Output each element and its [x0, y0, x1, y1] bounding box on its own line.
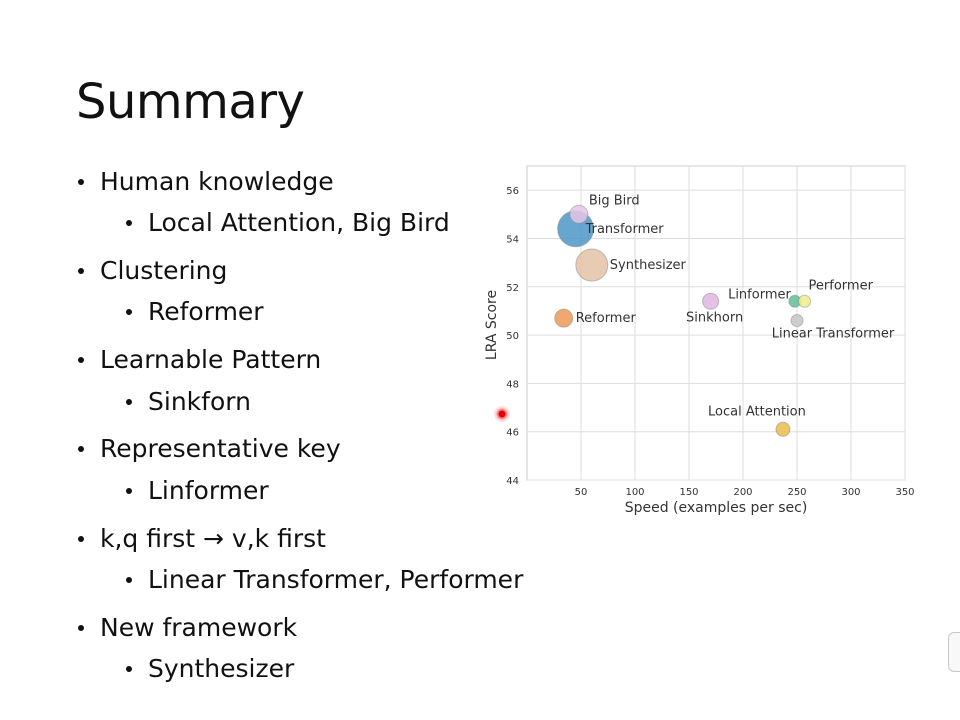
- point-label: Sinkhorn: [686, 310, 743, 325]
- point-label: Big Bird: [589, 193, 640, 208]
- bullet-text: Synthesizer: [148, 654, 295, 683]
- bullet-dot: [126, 666, 132, 672]
- bullet-text: Sinkforn: [148, 387, 251, 416]
- bullet-item: k,q first → v,k first: [78, 524, 326, 554]
- y-tick-label: 56: [506, 186, 519, 197]
- bullet-item: Learnable Pattern: [78, 345, 322, 375]
- data-point: [790, 314, 804, 328]
- data-point: [798, 294, 812, 308]
- bullet-text: Reformer: [148, 297, 264, 326]
- y-tick-label: 52: [506, 283, 519, 294]
- bullet-text: Linformer: [148, 476, 269, 505]
- bullet-text: Human knowledge: [100, 167, 334, 196]
- bullet-text: Local Attention, Big Bird: [148, 208, 450, 237]
- bullet-dot: [126, 309, 132, 315]
- point-label: Local Attention: [708, 404, 806, 419]
- x-tick-label: 300: [841, 487, 860, 498]
- sub-bullet-item: Synthesizer: [126, 654, 295, 684]
- point-label: Reformer: [576, 311, 637, 326]
- bullet-text: k,q first → v,k first: [100, 524, 326, 553]
- y-tick-label: 44: [506, 476, 519, 487]
- bullet-item: Clustering: [78, 256, 228, 286]
- laser-pointer-icon: [494, 406, 510, 422]
- bullet-text: Representative key: [100, 434, 341, 463]
- point-label: Synthesizer: [610, 258, 687, 273]
- bullet-text: Clustering: [100, 256, 228, 285]
- y-tick-label: 48: [506, 379, 519, 390]
- bullet-dot: [126, 399, 132, 405]
- data-point: [569, 204, 589, 224]
- x-tick-label: 100: [625, 487, 644, 498]
- bullet-dot: [78, 268, 84, 274]
- sub-bullet-item: Local Attention, Big Bird: [126, 208, 450, 238]
- scatter-chart: 50 100 150 200 250 300 350 44 46 48 50 52 54 56 Speed …: [484, 165, 915, 516]
- bullet-dot: [126, 488, 132, 494]
- slide-title: Summary: [76, 74, 305, 130]
- bullet-dot: [78, 536, 84, 542]
- bullet-dot: [78, 179, 84, 185]
- data-point: [775, 421, 791, 437]
- bullet-text: Linear Transformer, Performer: [148, 565, 524, 594]
- x-tick-label: 150: [679, 487, 698, 498]
- bullet-dot: [78, 357, 84, 363]
- x-tick-label: 250: [787, 487, 806, 498]
- side-panel-handle[interactable]: [948, 632, 960, 672]
- bullet-dot: [126, 577, 132, 583]
- bullet-dot: [78, 446, 84, 452]
- x-tick-label: 350: [895, 487, 914, 498]
- y-tick-label: 50: [506, 331, 519, 342]
- sub-bullet-item: Linformer: [126, 476, 269, 506]
- bullet-text: New framework: [100, 613, 298, 642]
- sub-bullet-item: Linear Transformer, Performer: [126, 565, 524, 595]
- data-point: [702, 292, 720, 310]
- point-label: Performer: [809, 278, 874, 293]
- data-point: [554, 308, 574, 328]
- bullet-item: Human knowledge: [78, 167, 334, 197]
- x-tick-label: 200: [733, 487, 752, 498]
- point-label: Linear Transformer: [772, 327, 895, 342]
- sub-bullet-item: Reformer: [126, 297, 264, 327]
- sub-bullet-item: Sinkforn: [126, 387, 251, 417]
- point-label: Linformer: [728, 287, 791, 302]
- bullet-dot: [126, 220, 132, 226]
- data-point: [575, 248, 609, 282]
- bullet-dot: [78, 625, 84, 631]
- y-tick-label: 46: [506, 428, 519, 439]
- bullet-item: Representative key: [78, 434, 341, 464]
- x-tick-label: 50: [575, 487, 588, 498]
- y-axis-label: LRA Score: [484, 290, 500, 360]
- y-tick-label: 54: [506, 234, 519, 245]
- bullet-text: Learnable Pattern: [100, 345, 322, 374]
- x-axis-label: Speed (examples per sec): [625, 500, 808, 516]
- point-label: Transformer: [585, 222, 665, 237]
- bullet-item: New framework: [78, 613, 298, 643]
